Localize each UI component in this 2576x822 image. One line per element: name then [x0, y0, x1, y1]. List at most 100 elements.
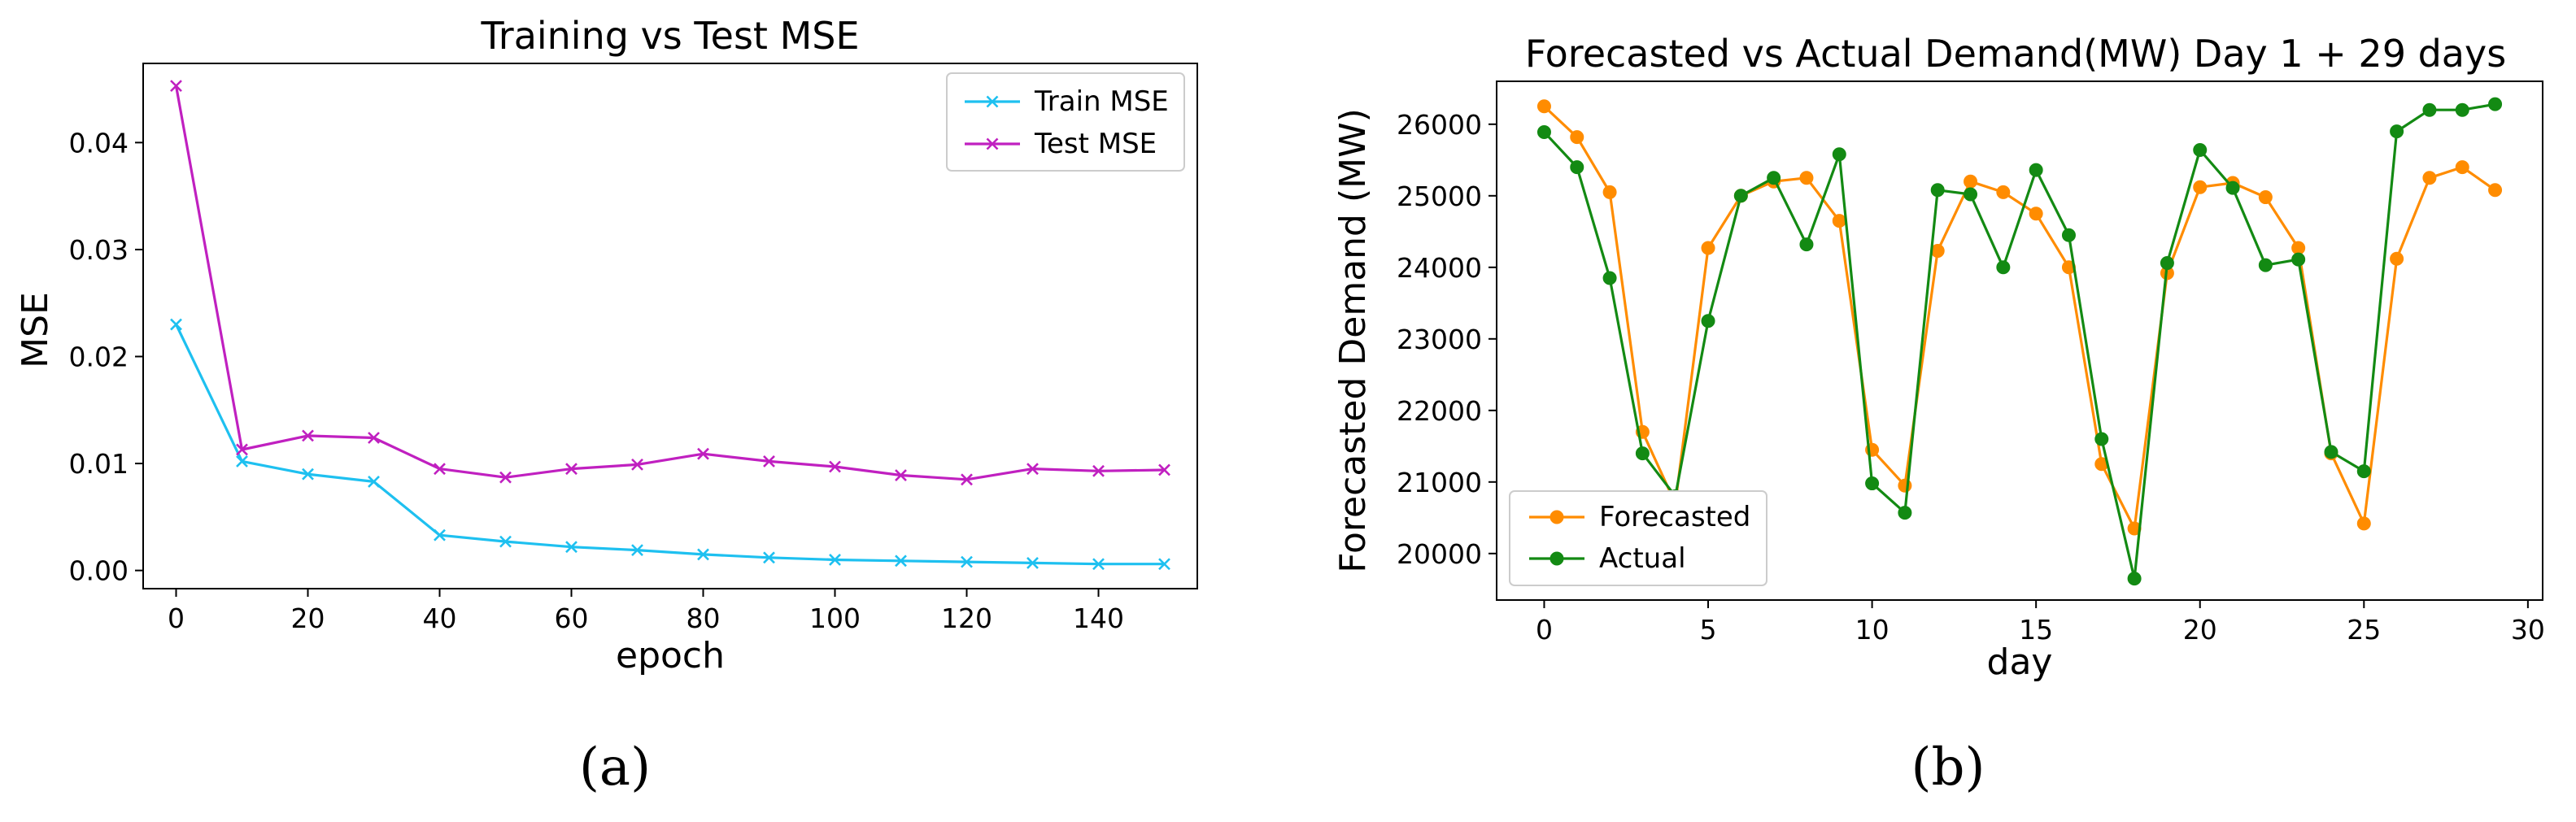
x-tick-label: 140	[1073, 602, 1124, 634]
data-point-forecasted	[2258, 190, 2273, 205]
data-point-train-mse	[434, 528, 446, 541]
chart-a-plot-frame	[142, 63, 1198, 589]
chart-b-ylabel: Forecasted Demand (MW)	[1332, 108, 1374, 573]
data-point-test-mse	[302, 429, 314, 442]
data-point-actual	[2061, 228, 2076, 242]
data-point-test-mse	[434, 463, 446, 476]
x-tick-label: 20	[291, 602, 325, 634]
data-point-actual	[2356, 464, 2371, 479]
data-point-actual	[1570, 160, 1584, 175]
data-point-test-mse	[829, 460, 841, 473]
x-tick-label: 15	[2019, 614, 2053, 646]
data-point-forecasted	[1799, 171, 1814, 185]
x-tick-label: 0	[168, 602, 185, 634]
data-point-train-mse	[1092, 558, 1105, 571]
data-point-actual	[2422, 102, 2437, 117]
data-point-actual	[1701, 314, 1715, 328]
legend-label-forecasted: Forecasted	[1599, 501, 1750, 533]
x-tick-label: 80	[686, 602, 721, 634]
data-point-actual	[2291, 252, 2306, 267]
data-point-forecasted	[2193, 180, 2208, 194]
y-tick-label: 0.02	[69, 341, 129, 372]
data-point-forecasted	[1964, 174, 1978, 189]
y-tick-label: 26000	[1397, 109, 1482, 141]
data-point-forecasted	[1832, 214, 1846, 228]
caption-b: (b)	[1911, 737, 1985, 798]
legend-label-test-mse: Test MSE	[1034, 128, 1157, 160]
data-point-forecasted	[2422, 171, 2437, 185]
data-point-train-mse	[302, 468, 314, 481]
demand-chart: Forecasted vs Actual Demand(MW) Day 1 + …	[1332, 32, 2545, 683]
data-point-actual	[1996, 260, 2011, 275]
data-point-actual	[1865, 476, 1880, 491]
data-point-actual	[1964, 187, 1978, 202]
data-point-test-mse	[170, 80, 182, 93]
legend-label-train-mse: Train MSE	[1034, 85, 1169, 118]
data-point-forecasted	[1898, 478, 1912, 493]
y-tick-label: 25000	[1397, 180, 1482, 212]
data-point-train-mse	[763, 551, 775, 564]
x-tick-label: 20	[2183, 614, 2217, 646]
y-tick-label: 24000	[1397, 252, 1482, 284]
data-point-train-mse	[697, 548, 709, 561]
x-tick-label: 10	[1855, 614, 1890, 646]
legend-swatch-forecasted	[1529, 510, 1584, 524]
y-tick-label: 23000	[1397, 324, 1482, 355]
y-tick-label: 0.04	[69, 127, 129, 159]
data-point-train-mse	[499, 535, 512, 548]
chart-a-title: Training vs Test MSE	[480, 14, 859, 58]
legend-swatch-actual	[1529, 551, 1584, 566]
legend-marker-actual	[1550, 551, 1564, 566]
data-point-train-mse	[170, 318, 182, 331]
data-point-actual	[2324, 445, 2338, 459]
y-tick-label: 20000	[1397, 538, 1482, 570]
data-point-actual	[1767, 171, 1781, 185]
legend-marker-forecasted	[1550, 510, 1564, 524]
x-tick-label: 30	[2511, 614, 2545, 646]
x-tick-label: 5	[1700, 614, 1717, 646]
data-point-actual	[1536, 124, 1551, 139]
chart-a-ylabel: MSE	[15, 292, 56, 368]
data-point-test-mse	[1158, 463, 1170, 476]
series-line-train-mse	[175, 324, 1165, 566]
data-point-train-mse	[895, 555, 907, 568]
data-point-train-mse	[631, 544, 643, 557]
data-point-actual	[1832, 147, 1846, 162]
chart-a-legend: Train MSE Test MSE	[946, 72, 1185, 172]
data-point-forecasted	[1536, 99, 1551, 114]
data-point-actual	[2488, 97, 2503, 111]
data-point-actual	[1898, 506, 1912, 520]
x-tick-label: 120	[941, 602, 992, 634]
data-point-forecasted	[2488, 183, 2503, 198]
y-tick-label: 0.00	[69, 555, 129, 587]
mse-chart: Training vs Test MSE 0 20 40 60 80 100 120 1400…	[15, 14, 1198, 676]
data-point-forecasted	[2455, 160, 2469, 175]
data-point-actual	[2127, 572, 2142, 586]
chart-b-plot-frame	[1496, 80, 2543, 601]
data-point-test-mse	[499, 471, 512, 484]
legend-swatch-test-mse	[965, 137, 1020, 150]
data-point-forecasted	[1701, 241, 1715, 255]
data-point-actual	[2160, 256, 2174, 271]
y-tick-label: 0.01	[69, 448, 129, 480]
chart-a-legend-box	[946, 72, 1185, 172]
data-point-test-mse	[236, 443, 248, 456]
data-point-test-mse	[368, 432, 380, 444]
chart-b-title: Forecasted vs Actual Demand(MW) Day 1 + …	[1525, 32, 2506, 76]
data-point-actual	[1733, 189, 1748, 203]
data-point-actual	[2193, 142, 2208, 157]
data-point-train-mse	[236, 455, 248, 468]
data-point-actual	[1602, 271, 1617, 285]
legend-label-actual: Actual	[1599, 542, 1686, 575]
data-point-forecasted	[2390, 251, 2404, 266]
legend-swatch-train-mse	[965, 95, 1020, 108]
chart-b-legend-box	[1509, 490, 1767, 586]
data-point-actual	[1930, 183, 1945, 198]
data-point-train-mse	[368, 476, 380, 488]
chart-b-ticks: 0 5 10 15 20 25 30 20000 21000 22000 23000 24000 250…	[1397, 109, 2545, 646]
data-point-actual	[2094, 432, 2109, 446]
y-tick-label: 0.03	[69, 234, 129, 266]
data-point-test-mse	[763, 455, 775, 468]
x-tick-label: 60	[555, 602, 589, 634]
